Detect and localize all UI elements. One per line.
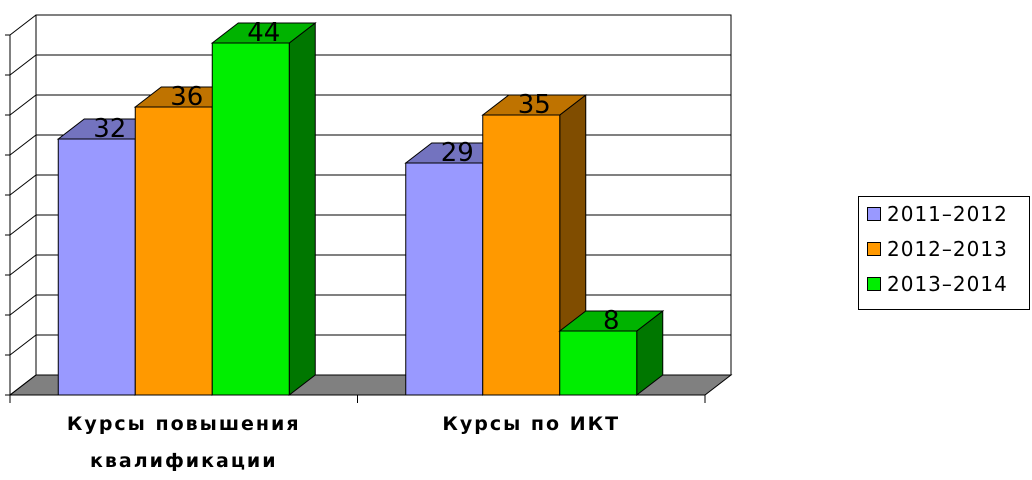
data-label: 36 <box>170 82 203 112</box>
legend-item: 2011–2012 <box>867 202 1008 226</box>
legend-label: 2013–2014 <box>887 272 1008 296</box>
bar <box>211 42 290 396</box>
bar <box>559 330 638 396</box>
legend-label: 2011–2012 <box>887 202 1008 226</box>
data-label: 35 <box>518 90 551 120</box>
legend-label: 2012–2013 <box>887 237 1008 261</box>
grid-line <box>9 14 37 36</box>
bar <box>482 114 561 396</box>
grid-line <box>9 254 37 276</box>
bar <box>134 106 213 396</box>
grid-line <box>9 174 37 196</box>
legend-swatch <box>867 207 881 221</box>
x-tick-label: Курсы повышения квалификации <box>66 413 301 472</box>
grid-line <box>9 374 37 396</box>
legend-item: 2013–2014 <box>867 272 1008 296</box>
bar <box>405 162 484 396</box>
data-label: 29 <box>441 138 474 168</box>
data-label: 44 <box>247 18 280 48</box>
data-label: 8 <box>603 306 620 336</box>
grid-line <box>9 54 37 76</box>
data-label: 32 <box>93 114 126 144</box>
legend: 2011–2012 2012–2013 2013–2014 <box>858 196 1030 310</box>
grid-line <box>9 134 37 156</box>
bar-side <box>288 21 316 397</box>
bar <box>57 138 136 396</box>
grid-line <box>9 214 37 236</box>
grid-line <box>9 334 37 356</box>
x-tick-label: Курсы по ИКТ <box>442 413 621 435</box>
legend-swatch <box>867 277 881 291</box>
grid-line <box>9 94 37 116</box>
legend-item: 2012–2013 <box>867 237 1008 261</box>
grid-line <box>9 294 37 316</box>
legend-swatch <box>867 242 881 256</box>
